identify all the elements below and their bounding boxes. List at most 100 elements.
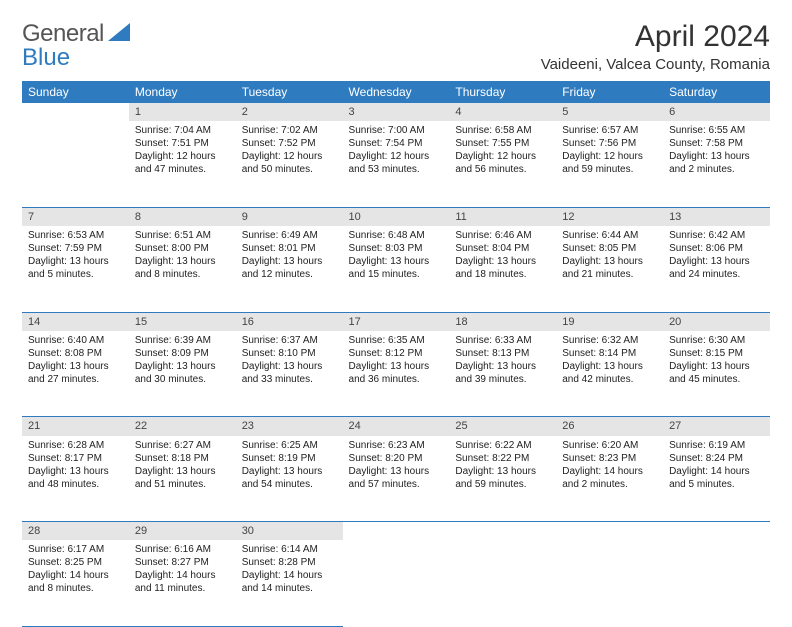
weekday-header: Thursday bbox=[449, 81, 556, 103]
sunrise-text: Sunrise: 6:39 AM bbox=[135, 334, 230, 347]
day-number-cell: 24 bbox=[343, 417, 450, 436]
daylight-text: Daylight: 13 hours bbox=[242, 360, 337, 373]
sunrise-text: Sunrise: 6:49 AM bbox=[242, 229, 337, 242]
day-cell: Sunrise: 6:39 AMSunset: 8:09 PMDaylight:… bbox=[129, 331, 236, 417]
day-cell-body: Sunrise: 6:49 AMSunset: 8:01 PMDaylight:… bbox=[236, 226, 343, 287]
sunset-text: Sunset: 8:17 PM bbox=[28, 452, 123, 465]
daylight-text: Daylight: 13 hours bbox=[242, 465, 337, 478]
day-number-cell: 11 bbox=[449, 207, 556, 226]
daylight-text: and 14 minutes. bbox=[242, 582, 337, 595]
weekday-header: Saturday bbox=[663, 81, 770, 103]
daylight-text: Daylight: 13 hours bbox=[455, 255, 550, 268]
daylight-text: and 27 minutes. bbox=[28, 373, 123, 386]
sunset-text: Sunset: 8:01 PM bbox=[242, 242, 337, 255]
daylight-text: and 11 minutes. bbox=[135, 582, 230, 595]
daylight-text: Daylight: 13 hours bbox=[135, 465, 230, 478]
day-number-cell: 21 bbox=[22, 417, 129, 436]
day-cell-body: Sunrise: 6:42 AMSunset: 8:06 PMDaylight:… bbox=[663, 226, 770, 287]
day-number-cell: 25 bbox=[449, 417, 556, 436]
brand-text-2: Blue bbox=[22, 44, 70, 72]
day-number-cell: 9 bbox=[236, 207, 343, 226]
day-cell-body: Sunrise: 6:19 AMSunset: 8:24 PMDaylight:… bbox=[663, 436, 770, 497]
day-cell-body: Sunrise: 6:30 AMSunset: 8:15 PMDaylight:… bbox=[663, 331, 770, 392]
day-cell-body: Sunrise: 6:35 AMSunset: 8:12 PMDaylight:… bbox=[343, 331, 450, 392]
day-cell-body: Sunrise: 7:02 AMSunset: 7:52 PMDaylight:… bbox=[236, 121, 343, 182]
day-cell: Sunrise: 6:35 AMSunset: 8:12 PMDaylight:… bbox=[343, 331, 450, 417]
day-number-cell: 19 bbox=[556, 312, 663, 331]
daylight-text: and 5 minutes. bbox=[669, 478, 764, 491]
day-number-cell: 22 bbox=[129, 417, 236, 436]
day-cell-body: Sunrise: 6:40 AMSunset: 8:08 PMDaylight:… bbox=[22, 331, 129, 392]
day-number-cell bbox=[449, 522, 556, 541]
day-number-cell bbox=[22, 103, 129, 121]
weekday-header: Wednesday bbox=[343, 81, 450, 103]
sunset-text: Sunset: 8:15 PM bbox=[669, 347, 764, 360]
daylight-text: and 33 minutes. bbox=[242, 373, 337, 386]
day-content-row: Sunrise: 6:17 AMSunset: 8:25 PMDaylight:… bbox=[22, 540, 770, 626]
day-cell: Sunrise: 6:58 AMSunset: 7:55 PMDaylight:… bbox=[449, 121, 556, 207]
daylight-text: and 57 minutes. bbox=[349, 478, 444, 491]
day-cell-body: Sunrise: 6:51 AMSunset: 8:00 PMDaylight:… bbox=[129, 226, 236, 287]
daylight-text: and 48 minutes. bbox=[28, 478, 123, 491]
sunrise-text: Sunrise: 7:04 AM bbox=[135, 124, 230, 137]
day-cell-body: Sunrise: 6:57 AMSunset: 7:56 PMDaylight:… bbox=[556, 121, 663, 182]
sunset-text: Sunset: 8:13 PM bbox=[455, 347, 550, 360]
weekday-header: Friday bbox=[556, 81, 663, 103]
daylight-text: and 59 minutes. bbox=[562, 163, 657, 176]
sunset-text: Sunset: 7:55 PM bbox=[455, 137, 550, 150]
sunrise-text: Sunrise: 6:51 AM bbox=[135, 229, 230, 242]
day-cell: Sunrise: 6:23 AMSunset: 8:20 PMDaylight:… bbox=[343, 436, 450, 522]
day-cell bbox=[343, 540, 450, 626]
day-number-cell: 17 bbox=[343, 312, 450, 331]
sunrise-text: Sunrise: 6:53 AM bbox=[28, 229, 123, 242]
day-cell-body: Sunrise: 6:28 AMSunset: 8:17 PMDaylight:… bbox=[22, 436, 129, 497]
day-cell: Sunrise: 6:55 AMSunset: 7:58 PMDaylight:… bbox=[663, 121, 770, 207]
sunset-text: Sunset: 8:22 PM bbox=[455, 452, 550, 465]
daylight-text: Daylight: 13 hours bbox=[669, 150, 764, 163]
day-number-cell bbox=[663, 522, 770, 541]
sunrise-text: Sunrise: 6:25 AM bbox=[242, 439, 337, 452]
day-cell: Sunrise: 6:19 AMSunset: 8:24 PMDaylight:… bbox=[663, 436, 770, 522]
day-cell-body: Sunrise: 6:27 AMSunset: 8:18 PMDaylight:… bbox=[129, 436, 236, 497]
sunrise-text: Sunrise: 6:16 AM bbox=[135, 543, 230, 556]
day-cell: Sunrise: 6:46 AMSunset: 8:04 PMDaylight:… bbox=[449, 226, 556, 312]
day-cell-body: Sunrise: 6:23 AMSunset: 8:20 PMDaylight:… bbox=[343, 436, 450, 497]
day-cell: Sunrise: 6:57 AMSunset: 7:56 PMDaylight:… bbox=[556, 121, 663, 207]
day-cell-body: Sunrise: 6:58 AMSunset: 7:55 PMDaylight:… bbox=[449, 121, 556, 182]
logo-triangle-icon bbox=[108, 23, 130, 46]
day-number-row: 282930 bbox=[22, 522, 770, 541]
daylight-text: and 2 minutes. bbox=[669, 163, 764, 176]
daylight-text: Daylight: 13 hours bbox=[562, 255, 657, 268]
day-content-row: Sunrise: 7:04 AMSunset: 7:51 PMDaylight:… bbox=[22, 121, 770, 207]
daylight-text: Daylight: 13 hours bbox=[562, 360, 657, 373]
sunset-text: Sunset: 8:27 PM bbox=[135, 556, 230, 569]
day-number-row: 123456 bbox=[22, 103, 770, 121]
daylight-text: Daylight: 13 hours bbox=[349, 255, 444, 268]
day-cell: Sunrise: 6:37 AMSunset: 8:10 PMDaylight:… bbox=[236, 331, 343, 417]
header: General April 2024 Vaideeni, Valcea Coun… bbox=[22, 20, 770, 73]
day-number-cell: 15 bbox=[129, 312, 236, 331]
sunset-text: Sunset: 8:28 PM bbox=[242, 556, 337, 569]
sunrise-text: Sunrise: 6:20 AM bbox=[562, 439, 657, 452]
day-cell: Sunrise: 6:17 AMSunset: 8:25 PMDaylight:… bbox=[22, 540, 129, 626]
day-number-cell: 2 bbox=[236, 103, 343, 121]
day-content-row: Sunrise: 6:53 AMSunset: 7:59 PMDaylight:… bbox=[22, 226, 770, 312]
day-cell-body: Sunrise: 6:33 AMSunset: 8:13 PMDaylight:… bbox=[449, 331, 556, 392]
sunrise-text: Sunrise: 6:19 AM bbox=[669, 439, 764, 452]
day-number-cell: 10 bbox=[343, 207, 450, 226]
day-cell: Sunrise: 7:02 AMSunset: 7:52 PMDaylight:… bbox=[236, 121, 343, 207]
daylight-text: and 56 minutes. bbox=[455, 163, 550, 176]
day-cell-body: Sunrise: 6:17 AMSunset: 8:25 PMDaylight:… bbox=[22, 540, 129, 601]
day-cell: Sunrise: 6:53 AMSunset: 7:59 PMDaylight:… bbox=[22, 226, 129, 312]
daylight-text: and 36 minutes. bbox=[349, 373, 444, 386]
day-cell: Sunrise: 6:49 AMSunset: 8:01 PMDaylight:… bbox=[236, 226, 343, 312]
daylight-text: Daylight: 12 hours bbox=[349, 150, 444, 163]
location-text: Vaideeni, Valcea County, Romania bbox=[541, 56, 770, 73]
sunrise-text: Sunrise: 6:44 AM bbox=[562, 229, 657, 242]
sunrise-text: Sunrise: 6:17 AM bbox=[28, 543, 123, 556]
day-cell: Sunrise: 6:33 AMSunset: 8:13 PMDaylight:… bbox=[449, 331, 556, 417]
sunset-text: Sunset: 7:54 PM bbox=[349, 137, 444, 150]
calendar-table: Sunday Monday Tuesday Wednesday Thursday… bbox=[22, 81, 770, 627]
daylight-text: Daylight: 13 hours bbox=[28, 360, 123, 373]
daylight-text: and 18 minutes. bbox=[455, 268, 550, 281]
